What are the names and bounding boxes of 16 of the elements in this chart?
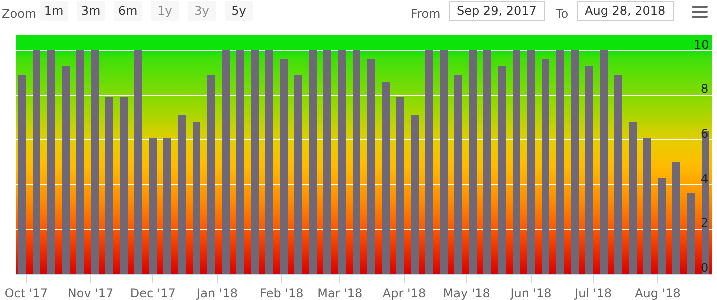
x-tick-label: Feb '18 — [260, 286, 304, 300]
x-tick-label: Nov '17 — [68, 286, 114, 300]
text: From — [411, 7, 441, 21]
x-tick-label: Dec '17 — [130, 286, 176, 300]
x-tick-label: Mar '18 — [318, 286, 363, 300]
x-tick-label: Jul '18 — [574, 286, 612, 300]
y-tick-label: 8 — [701, 82, 709, 96]
x-tick-label: Jun '18 — [510, 286, 552, 300]
y-tick-label: 10 — [694, 38, 710, 52]
x-tick-label: Aug '18 — [635, 286, 681, 300]
x-tick-label: Oct '17 — [4, 286, 48, 300]
x-tick-label: May '18 — [443, 286, 490, 300]
x-tick-label: Apr '18 — [382, 286, 426, 300]
text: To — [556, 7, 569, 21]
text: Zoom — [2, 7, 37, 21]
x-tick-label: Jan '18 — [196, 286, 238, 300]
